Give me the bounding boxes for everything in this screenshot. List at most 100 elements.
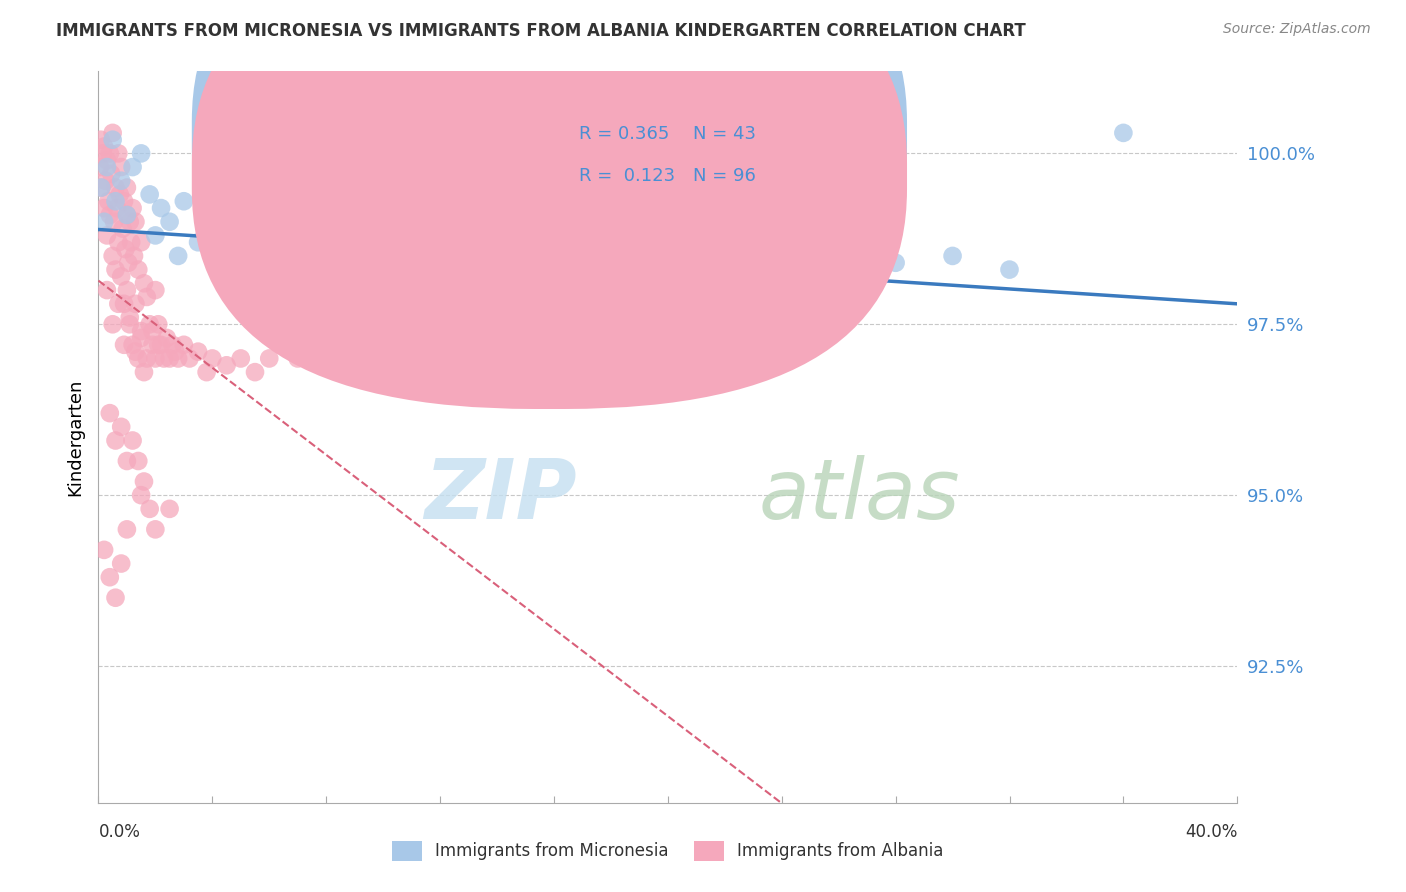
Point	[628, 262, 651, 277]
Point	[115, 208, 138, 222]
Point	[215, 269, 238, 284]
Point	[117, 256, 139, 270]
Point	[93, 201, 115, 215]
Point	[98, 146, 121, 161]
Point	[543, 269, 565, 284]
Y-axis label: Kindergarten: Kindergarten	[66, 378, 84, 496]
Point	[162, 338, 184, 352]
Point	[201, 249, 224, 263]
Point	[107, 235, 129, 250]
Text: R =  0.123: R = 0.123	[579, 167, 675, 186]
Point	[93, 139, 115, 153]
Point	[486, 277, 509, 291]
Point	[229, 242, 252, 256]
Point	[138, 187, 160, 202]
Point	[121, 201, 143, 215]
Point	[115, 522, 138, 536]
Point	[201, 351, 224, 366]
Point	[141, 338, 163, 352]
Point	[97, 194, 120, 209]
Point	[153, 351, 176, 366]
Point	[129, 146, 152, 161]
Point	[107, 146, 129, 161]
Point	[135, 351, 157, 366]
Point	[600, 297, 623, 311]
Point	[118, 318, 141, 332]
Point	[129, 488, 152, 502]
Text: Source: ZipAtlas.com: Source: ZipAtlas.com	[1223, 22, 1371, 37]
Point	[98, 208, 121, 222]
Point	[111, 221, 134, 235]
Point	[229, 351, 252, 366]
Point	[127, 262, 149, 277]
Point	[107, 297, 129, 311]
Point	[101, 249, 124, 263]
Point	[112, 194, 135, 209]
Point	[138, 501, 160, 516]
Point	[94, 174, 117, 188]
Point	[135, 290, 157, 304]
Point	[89, 160, 111, 174]
Point	[243, 365, 266, 379]
Point	[100, 167, 122, 181]
Point	[187, 344, 209, 359]
Point	[657, 283, 679, 297]
Point	[571, 283, 593, 297]
FancyBboxPatch shape	[509, 104, 839, 214]
Point	[145, 351, 167, 366]
Point	[515, 290, 537, 304]
Point	[187, 235, 209, 250]
Point	[173, 338, 195, 352]
Point	[96, 160, 118, 174]
Point	[91, 146, 114, 161]
Point	[104, 434, 127, 448]
Point	[243, 262, 266, 277]
Point	[401, 283, 423, 297]
Point	[104, 262, 127, 277]
Point	[457, 297, 479, 311]
Point	[159, 351, 181, 366]
Point	[343, 310, 366, 325]
Point	[159, 215, 181, 229]
Point	[167, 351, 190, 366]
Point	[259, 256, 281, 270]
Point	[121, 160, 143, 174]
Point	[132, 277, 155, 291]
Point	[124, 344, 146, 359]
Point	[98, 570, 121, 584]
Point	[101, 126, 124, 140]
Point	[93, 215, 115, 229]
Point	[127, 351, 149, 366]
Point	[156, 331, 179, 345]
Legend: Immigrants from Micronesia, Immigrants from Albania: Immigrants from Micronesia, Immigrants f…	[385, 834, 950, 868]
Point	[93, 542, 115, 557]
Point	[371, 290, 394, 304]
Point	[159, 501, 181, 516]
Point	[145, 228, 167, 243]
Point	[121, 338, 143, 352]
Point	[215, 359, 238, 373]
Point	[179, 351, 201, 366]
Point	[942, 249, 965, 263]
Point	[315, 297, 337, 311]
Point	[828, 269, 851, 284]
Point	[122, 249, 145, 263]
Point	[150, 201, 173, 215]
Point	[129, 324, 152, 338]
Point	[132, 365, 155, 379]
FancyBboxPatch shape	[191, 0, 907, 368]
Point	[114, 242, 136, 256]
Point	[96, 283, 118, 297]
Point	[150, 338, 173, 352]
Point	[884, 256, 907, 270]
Point	[124, 297, 146, 311]
Point	[110, 174, 132, 188]
Point	[110, 269, 132, 284]
Point	[104, 591, 127, 605]
Text: ZIP: ZIP	[425, 455, 576, 536]
Point	[148, 338, 170, 352]
Point	[138, 318, 160, 332]
Point	[118, 310, 141, 325]
Point	[167, 249, 190, 263]
Point	[714, 290, 737, 304]
